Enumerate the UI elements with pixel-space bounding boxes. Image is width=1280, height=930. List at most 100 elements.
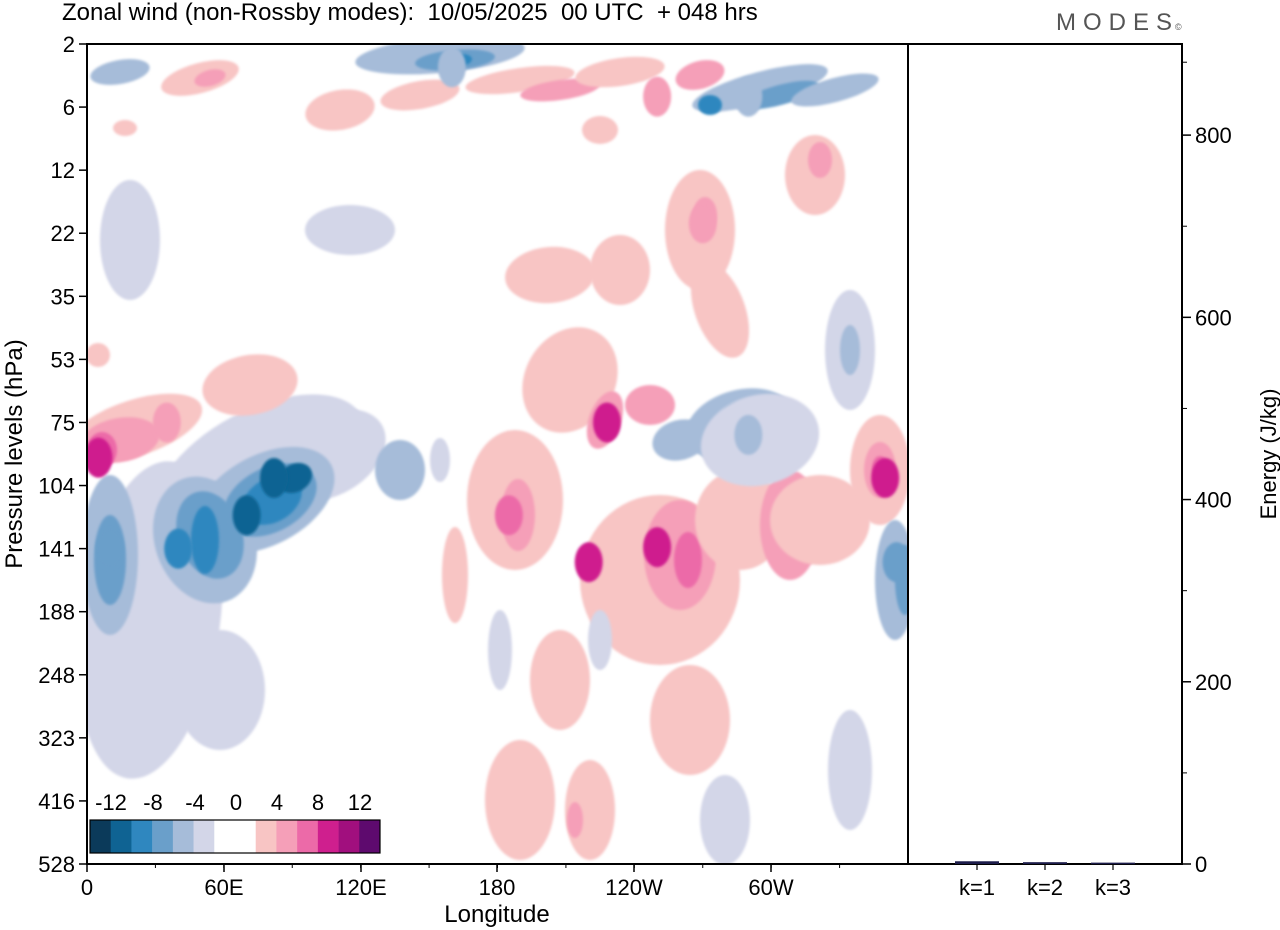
colorbar-label: 4 — [271, 790, 283, 815]
x-axis-ticks: 0 60E 120E 180 120W 60W — [81, 864, 841, 900]
field-contour — [505, 246, 595, 304]
colorbar-swatch — [90, 820, 112, 853]
field-core — [437, 47, 466, 88]
colorbar-label: -8 — [143, 790, 163, 815]
colorbar: -12 -8 -4 0 4 8 12 — [89, 790, 381, 854]
energy-tick-label: 0 — [1195, 852, 1207, 877]
colorbar-swatch — [359, 820, 381, 853]
colorbar-swatch — [110, 820, 132, 853]
x-tick-label: 120W — [605, 875, 663, 900]
heatmap-plot: 2 6 12 22 35 53 75 104 141 188 248 323 416 528 0 60E 12… — [1, 32, 909, 928]
energy-axis-label: Energy (J/kg) — [1256, 389, 1280, 520]
heatmap-fields — [87, 44, 908, 864]
field-contour — [113, 120, 137, 136]
x-tick-label: 60W — [748, 875, 793, 900]
energy-tick-label: 400 — [1195, 488, 1232, 513]
field-contour — [698, 95, 722, 115]
field-contour — [808, 142, 832, 178]
x-tick-label: 180 — [479, 875, 516, 900]
energy-bar — [1023, 862, 1067, 864]
energy-frame — [907, 43, 1183, 865]
y-tick-label: 248 — [38, 663, 75, 688]
y-tick-label: 6 — [63, 95, 75, 120]
field-core — [574, 542, 603, 583]
y-tick-label: 22 — [51, 221, 75, 246]
x-axis-label: Longitude — [444, 901, 549, 928]
field-contour — [175, 630, 265, 750]
colorbar-swatch — [152, 820, 174, 853]
energy-bar — [955, 861, 999, 864]
field-contour — [650, 665, 730, 775]
field-contour — [488, 610, 512, 690]
colorbar-swatch — [214, 820, 236, 853]
field-contour — [380, 79, 460, 111]
field-contour — [202, 354, 298, 416]
energy-category-label: k=1 — [959, 875, 995, 900]
field-core — [592, 402, 621, 443]
chart-title: Zonal wind (non-Rossby modes): 10/05/202… — [62, 0, 758, 26]
y-tick-label: 35 — [51, 284, 75, 309]
field-core — [643, 527, 672, 568]
field-contour — [520, 78, 600, 102]
colorbar-label: -12 — [95, 790, 127, 815]
y-tick-label: 141 — [38, 537, 75, 562]
y-tick-label: 188 — [38, 600, 75, 625]
field-contour — [575, 56, 665, 88]
field-contour — [588, 610, 612, 670]
energy-tick-label: 200 — [1195, 670, 1232, 695]
field-contour — [100, 180, 160, 300]
colorbar-swatch — [172, 820, 194, 853]
field-contour — [194, 69, 226, 87]
field-contour — [430, 438, 450, 482]
x-tick-label: 60E — [204, 875, 243, 900]
y-tick-label: 2 — [63, 32, 75, 57]
field-contour — [375, 440, 425, 500]
colorbar-swatch — [235, 820, 257, 853]
energy-bars — [955, 861, 1135, 865]
colorbar-swatch — [276, 820, 298, 853]
colorbar-label: -4 — [185, 790, 205, 815]
y-tick-label: 75 — [51, 410, 75, 435]
field-core — [87, 437, 113, 478]
field-core — [734, 76, 763, 117]
field-contour — [305, 205, 395, 255]
colorbar-label: 0 — [230, 790, 242, 815]
energy-bar-chart: 0 200 400 600 800 k=1 k=2 k=3 Energy (J/kg) — [907, 43, 1280, 900]
field-core — [164, 528, 193, 569]
colorbar-frame — [89, 819, 381, 854]
field-core — [734, 414, 763, 455]
y-tick-label: 528 — [38, 852, 75, 877]
field-contour — [652, 419, 708, 461]
y-tick-label: 12 — [51, 158, 75, 183]
colorbar-label: 8 — [312, 790, 324, 815]
x-tick-label: 0 — [81, 875, 93, 900]
field-core — [494, 495, 523, 536]
energy-category-label: k=3 — [1095, 875, 1131, 900]
field-contour — [87, 343, 110, 367]
field-core — [688, 203, 717, 244]
field-contour — [465, 65, 575, 95]
logo-text: MODES — [1056, 9, 1180, 36]
field-core — [882, 542, 908, 583]
field-contour — [700, 775, 750, 864]
field-contour — [625, 385, 675, 425]
field-contour — [791, 73, 879, 107]
energy-bar — [1091, 862, 1135, 865]
field-contour — [840, 325, 860, 375]
energy-axis-ticks: 0 200 400 600 800 — [1182, 61, 1232, 877]
y-axis-ticks: 2 6 12 22 35 53 75 104 141 188 248 323 416 528 — [38, 32, 87, 877]
field-contour — [485, 740, 555, 860]
colorbar-swatch — [317, 820, 339, 853]
field-core — [871, 457, 900, 498]
colorbar-label: 12 — [348, 790, 372, 815]
field-contour — [674, 532, 702, 588]
field-core — [95, 528, 124, 569]
energy-category-ticks: k=1 k=2 k=3 — [959, 864, 1131, 900]
field-core — [260, 457, 289, 498]
energy-tick-label: 800 — [1195, 123, 1232, 148]
field-core — [152, 402, 181, 443]
field-contour — [690, 262, 750, 358]
field-contour — [567, 802, 583, 838]
field-contour — [191, 506, 219, 574]
